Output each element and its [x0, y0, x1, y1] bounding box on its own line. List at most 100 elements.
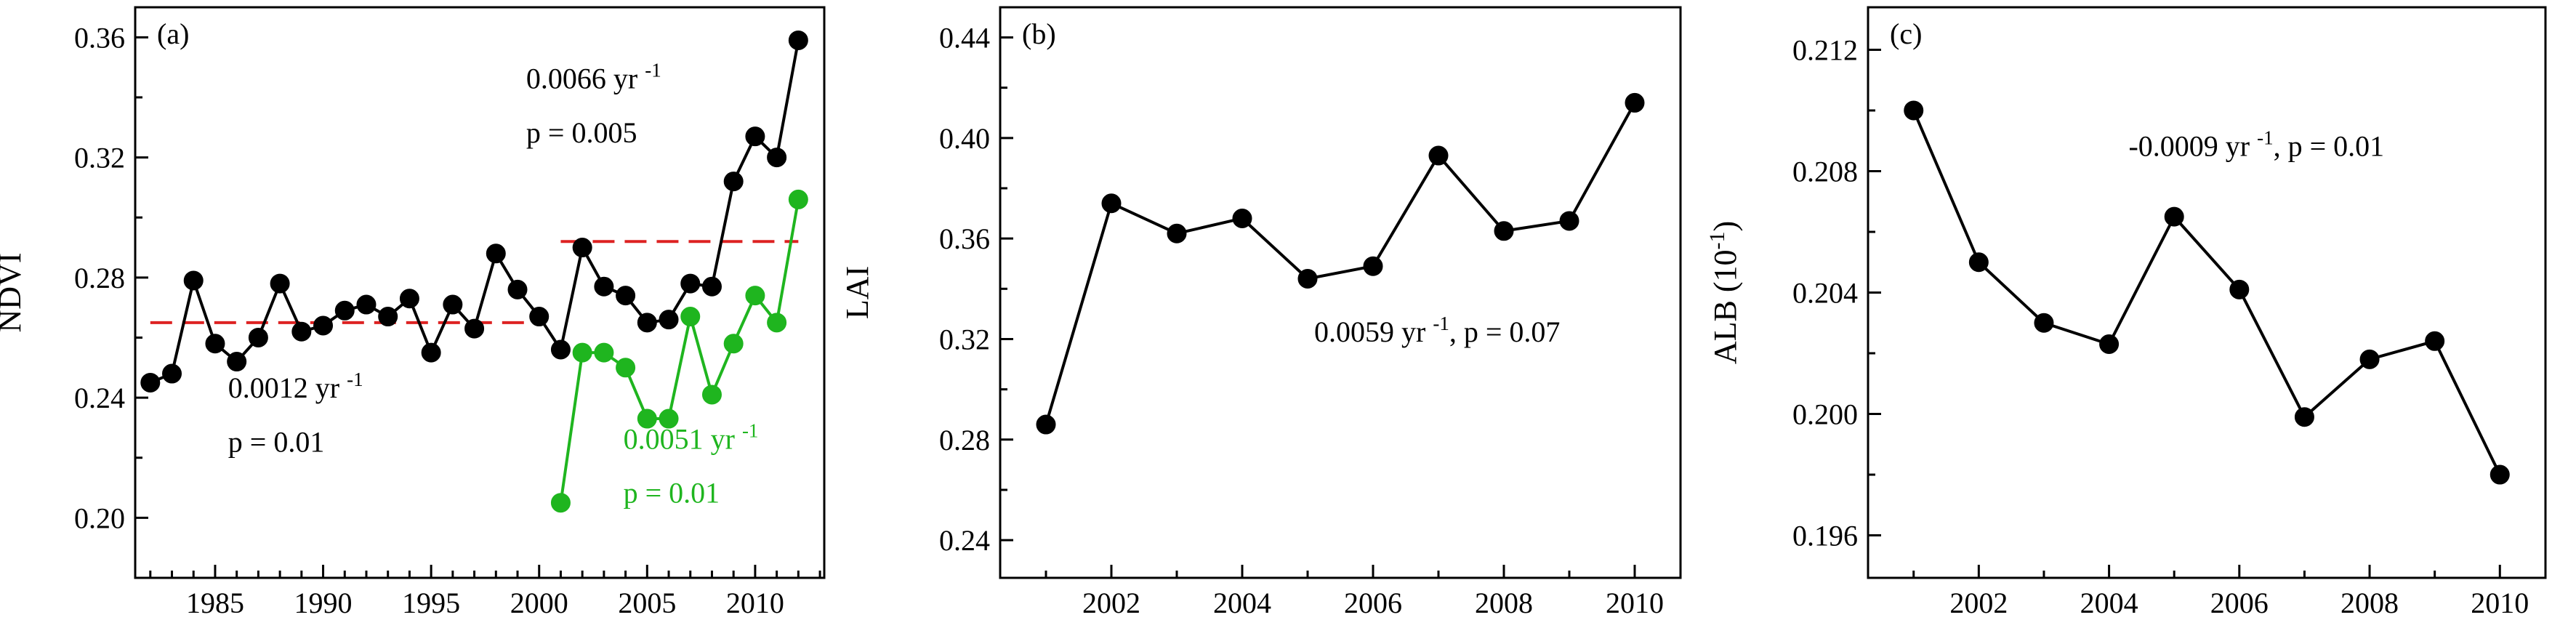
x-tick-label: 2005 [618, 587, 676, 619]
panel-label: (a) [157, 17, 189, 50]
trend-annotation-superscript: -1 [347, 369, 363, 390]
data-point-black [227, 352, 247, 372]
data-point-black [140, 372, 161, 393]
y-tick-label: 0.200 [1792, 398, 1858, 431]
data-point-black [443, 294, 463, 315]
plot-frame [1867, 6, 2547, 579]
data-point-black [248, 327, 268, 347]
data-point-black [270, 273, 290, 294]
data-point-black [637, 313, 657, 333]
trend-annotation-text: p = 0.01 [228, 425, 325, 458]
y-axis-label-text: ALB (10 [1707, 250, 1743, 365]
panel-a: 1985 1990 1995 2000 2005 2010 0.20 0.24 0.28 0.32… [0, 6, 826, 619]
data-point-black [1297, 268, 1318, 289]
data-point-black [507, 279, 528, 299]
data-point-green [745, 286, 765, 306]
data-point-black [2229, 279, 2250, 299]
trend-annotation: 0.0051 yr -1 [624, 419, 759, 455]
y-axis-label-text: LAI [840, 266, 875, 319]
y-tick-label: 0.212 [1792, 33, 1858, 66]
y-tick-label: 0.24 [74, 382, 125, 414]
data-point-black [2490, 464, 2510, 485]
data-point-black [399, 289, 419, 309]
panel-label: (c) [1890, 17, 1922, 50]
y-axis-label: NDVI [0, 253, 28, 333]
data-point-black [594, 276, 614, 297]
data-point-black [1904, 100, 1924, 121]
data-point-black [2359, 349, 2380, 369]
panel-c: 2002 2004 2006 2008 2010 0.196 0.200 0.204 0.208… [1705, 6, 2547, 619]
trend-annotation: p = 0.01 [228, 425, 325, 458]
y-tick-label: 0.44 [939, 21, 990, 54]
y-tick-label: 0.208 [1792, 155, 1858, 188]
data-point-black [1625, 92, 1645, 113]
trend-annotation: -0.0009 yr -1, p = 0.01 [2128, 127, 2384, 163]
y-axis-label: LAI [840, 266, 875, 319]
data-point-black [486, 243, 506, 264]
data-point-black [680, 273, 701, 294]
data-point-black [183, 270, 204, 291]
data-point-black [745, 126, 765, 147]
data-point-black [767, 148, 787, 168]
y-tick-label: 0.40 [939, 122, 990, 155]
y-tick-label: 0.32 [74, 142, 125, 174]
data-point-green [767, 313, 787, 333]
data-point-black [723, 172, 744, 192]
trend-annotation-superscript: -1 [742, 419, 758, 441]
y-tick-label: 0.20 [74, 502, 125, 534]
data-point-green [723, 334, 744, 354]
data-point-black [550, 339, 571, 360]
data-point-black [291, 321, 312, 342]
data-point-black [1363, 256, 1383, 276]
plot-frame [134, 6, 826, 579]
x-tick-label: 2008 [2340, 587, 2399, 619]
trend-annotation-text: p = 0.005 [526, 116, 637, 149]
data-point-green [701, 385, 722, 405]
trend-annotation-text: 0.0012 yr [228, 371, 339, 404]
data-point-black [659, 310, 679, 330]
x-tick-label: 2010 [2471, 587, 2529, 619]
data-point-black [378, 307, 398, 327]
data-point-black [313, 315, 334, 336]
trend-annotation: 0.0012 yr -1 [228, 369, 363, 404]
y-axis-label-text: NDVI [0, 253, 28, 333]
data-point-black [788, 30, 808, 50]
y-tick-label: 0.24 [939, 524, 990, 557]
data-point-black [616, 286, 636, 306]
data-point-black [1494, 221, 1514, 241]
plot-frame [999, 6, 1682, 579]
y-axis-label-superscript: -1 [1705, 232, 1729, 250]
data-point-green [616, 358, 636, 378]
trend-annotation: p = 0.01 [624, 477, 720, 510]
data-point-black [529, 307, 550, 327]
data-point-black [1036, 414, 1056, 435]
y-tick-label: 0.28 [939, 424, 990, 456]
x-tick-label: 2008 [1475, 587, 1533, 619]
data-point-green [659, 408, 679, 429]
data-point-green [594, 342, 614, 363]
data-point-black [1428, 145, 1449, 166]
y-tick-label: 0.196 [1792, 520, 1858, 552]
data-point-black [1232, 208, 1252, 228]
x-tick-label: 2004 [1213, 587, 1271, 619]
data-point-black [421, 342, 441, 363]
series-line-black [1912, 110, 2502, 475]
y-tick-label: 0.36 [939, 222, 990, 255]
data-point-black [1559, 211, 1579, 231]
x-tick-label: 1995 [402, 587, 460, 619]
data-point-black [2099, 334, 2120, 354]
x-tick-label: 1985 [186, 587, 244, 619]
data-point-black [2034, 313, 2054, 333]
y-tick-label: 0.204 [1792, 277, 1858, 310]
trend-annotation: 0.0059 yr -1, p = 0.07 [1314, 313, 1560, 348]
data-point-black [334, 300, 355, 321]
data-point-black [701, 276, 722, 297]
data-point-green [637, 408, 657, 429]
series-line-black [1045, 102, 1636, 425]
x-tick-label: 2010 [726, 587, 784, 619]
y-tick-label: 0.32 [939, 323, 990, 355]
x-tick-label: 2000 [510, 587, 568, 619]
data-point-green [550, 493, 571, 513]
x-tick-label: 1990 [294, 587, 353, 619]
